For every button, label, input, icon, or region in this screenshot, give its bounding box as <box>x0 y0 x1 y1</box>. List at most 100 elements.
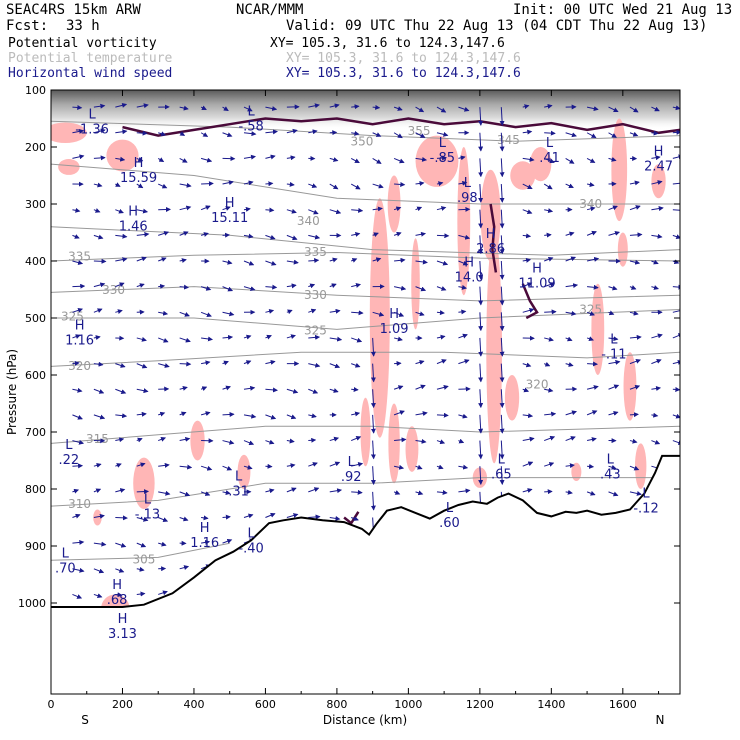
wind-vector <box>522 488 533 493</box>
wind-vector <box>222 286 234 292</box>
wind-vector <box>351 337 363 343</box>
wind-vector <box>478 312 484 332</box>
wind-vector <box>415 156 428 162</box>
wind-vector <box>136 462 146 468</box>
wind-vector <box>72 104 83 110</box>
wind-vector <box>372 257 382 263</box>
wind-vector <box>115 413 128 419</box>
wind-vector <box>499 158 505 178</box>
pv-extremum-value: -.13 <box>135 507 160 522</box>
pv-extremum-letter: L <box>546 136 554 151</box>
wind-vector <box>586 157 596 163</box>
theta-label: 350 <box>350 134 373 148</box>
wind-vector <box>672 182 680 185</box>
pv-extremum-value: -.58 <box>238 120 263 135</box>
wind-vector <box>351 516 359 521</box>
wind-vector <box>587 463 595 469</box>
wind-vector <box>372 104 381 110</box>
wind-vector <box>243 464 253 470</box>
wind-vector <box>308 462 318 467</box>
wind-vector <box>499 209 505 229</box>
pv-extremum-letter: L <box>144 492 152 507</box>
wind-vector <box>329 363 341 369</box>
wind-vector <box>158 183 168 189</box>
wind-vector <box>394 437 407 443</box>
wind-vector <box>350 157 360 164</box>
wind-vector <box>672 359 680 365</box>
wind-vector <box>222 411 235 417</box>
wind-vector <box>265 129 278 135</box>
wind-vector <box>629 131 639 137</box>
pv-extremum-letter: L <box>65 438 73 453</box>
wind-vector <box>179 411 187 417</box>
pv-extremum-letter: L <box>235 469 243 484</box>
wind-vector <box>565 256 577 262</box>
wind-vector <box>522 233 532 239</box>
pv-shade-region <box>623 352 637 421</box>
wind-vector <box>458 155 466 161</box>
wind-vector <box>308 413 317 419</box>
wind-vector <box>565 463 575 469</box>
wind-vector <box>93 208 101 213</box>
wind-vector <box>436 334 446 340</box>
wind-vector <box>478 235 484 255</box>
wind-vector <box>608 205 618 211</box>
wind-vector <box>544 387 554 393</box>
wind-vector <box>586 230 597 236</box>
wind-vector <box>286 487 297 493</box>
wind-vector <box>136 103 149 109</box>
wind-vector <box>651 259 659 265</box>
wind-vector <box>544 256 554 262</box>
pv-extremum-value: -1.36 <box>75 123 109 138</box>
pv-extremum-letter: L <box>498 452 506 467</box>
wind-vector <box>158 363 170 368</box>
pv-extremum-letter: H <box>128 204 138 219</box>
wind-vector <box>565 132 577 138</box>
wind-vector <box>93 593 103 599</box>
wind-vector <box>544 103 553 109</box>
pv-extremum-value: .65 <box>491 467 512 482</box>
wind-vector <box>651 206 664 211</box>
pv-extremum-value: 14.0 <box>455 271 484 286</box>
pv-shade-region <box>405 426 419 472</box>
wind-vector <box>329 488 343 494</box>
wind-vector <box>394 257 406 263</box>
wind-vector <box>499 312 505 332</box>
wind-vector <box>543 183 553 190</box>
wind-vector <box>608 310 615 316</box>
pv-extremum-letter: H <box>200 521 210 536</box>
wind-vector <box>586 410 598 416</box>
wind-vector <box>136 516 149 522</box>
wind-vector <box>265 207 275 213</box>
wind-vector <box>243 413 257 419</box>
wind-vector <box>499 235 505 255</box>
pv-extremum-value: .68 <box>107 593 128 608</box>
x-end-south: S <box>81 713 89 727</box>
wind-vector <box>136 208 149 214</box>
wind-vector <box>351 362 361 368</box>
wind-vector <box>608 359 621 365</box>
wind-vector <box>329 436 340 442</box>
wind-vector <box>136 542 147 548</box>
wind-vector <box>222 385 231 391</box>
pv-shade-region <box>611 118 628 222</box>
wind-vector <box>629 310 639 316</box>
wind-vector <box>93 308 103 313</box>
wind-vector <box>286 234 298 241</box>
wind-vector <box>72 154 85 160</box>
wind-vector <box>200 285 212 291</box>
wind-vector <box>115 363 126 368</box>
pv-shade-region <box>237 454 251 489</box>
wind-vector <box>115 233 128 239</box>
wind-vector <box>115 542 127 548</box>
wind-vector <box>458 106 470 112</box>
wind-vector <box>115 515 128 521</box>
wind-vector <box>329 257 338 263</box>
pv-extremum-value: 3.13 <box>108 627 137 642</box>
wind-vector <box>415 132 426 138</box>
wind-vector <box>351 436 362 442</box>
wind-vector <box>608 285 618 291</box>
wind-vector <box>179 311 190 317</box>
pv-extremum-value: 1.16 <box>65 333 94 348</box>
